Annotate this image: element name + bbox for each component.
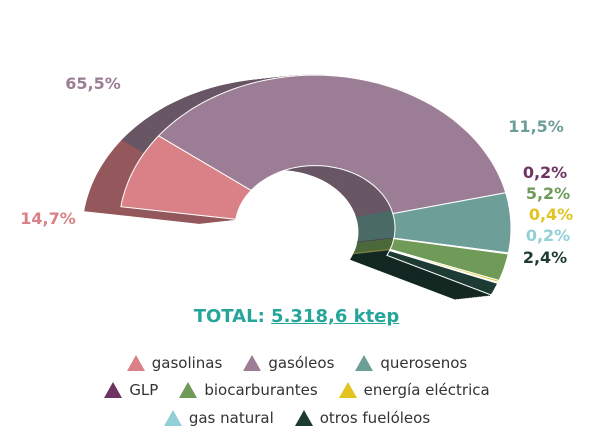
legend-marker-glp-icon bbox=[104, 382, 123, 398]
legend-marker-biocarburantes-icon bbox=[179, 382, 198, 398]
legend-label-biocarburantes: biocarburantes bbox=[204, 381, 318, 399]
total-label: TOTAL: bbox=[193, 306, 265, 327]
legend-marker-energia-electrica-icon bbox=[338, 382, 357, 398]
legend-item-energia-electrica: energía eléctrica bbox=[338, 381, 490, 399]
value-label-energia-electrica: 0,4% bbox=[529, 205, 573, 224]
legend-item-glp: GLP bbox=[103, 381, 158, 399]
legend-item-biocarburantes: biocarburantes bbox=[178, 381, 318, 399]
legend-marker-gasolinas-icon bbox=[126, 355, 145, 371]
value-label-biocarburantes: 5,2% bbox=[526, 184, 570, 203]
legend-row-2: GLP biocarburantes energía eléctrica bbox=[0, 381, 593, 399]
legend-marker-gas-natural-icon bbox=[163, 410, 182, 426]
legend-marker-gasoleos-icon bbox=[243, 355, 262, 371]
legend-label-energia-electrica: energía eléctrica bbox=[363, 381, 490, 399]
legend-label-gas-natural: gas natural bbox=[188, 409, 274, 427]
legend-item-gasolinas: gasolinas bbox=[126, 354, 223, 372]
legend-marker-otros-fueloleos-icon bbox=[294, 410, 313, 426]
value-label-otros-fueloleos: 2,4% bbox=[523, 248, 567, 267]
legend-label-otros-fueloleos: otros fuelóleos bbox=[319, 409, 431, 427]
legend-label-querosenos: querosenos bbox=[380, 354, 468, 372]
slice-otros-fueloleos bbox=[386, 250, 499, 296]
legend-label-gasoleos: gasóleos bbox=[268, 354, 335, 372]
value-label-gasolinas: 14,7% bbox=[20, 209, 76, 228]
legend-item-otros-fueloleos: otros fuelóleos bbox=[294, 409, 430, 427]
legend-row-1: gasolinas gasóleos querosenos bbox=[0, 354, 593, 372]
value-label-gas-natural: 0,2% bbox=[526, 226, 570, 245]
legend-item-gasoleos: gasóleos bbox=[242, 354, 334, 372]
legend-item-gas-natural: gas natural bbox=[163, 409, 274, 427]
legend-item-querosenos: querosenos bbox=[354, 354, 467, 372]
value-label-querosenos: 11,5% bbox=[508, 117, 564, 136]
value-label-glp: 0,2% bbox=[523, 163, 567, 182]
donut-chart: 14,7% 65,5% 11,5% 0,2% 5,2% 0,4% 0,2% 2,4% bbox=[20, 74, 573, 300]
legend-label-gasolinas: gasolinas bbox=[151, 354, 223, 372]
legend-label-glp: GLP bbox=[129, 381, 159, 399]
total-line: TOTAL: 5.318,6 ktep bbox=[0, 306, 593, 327]
legend-row-3: gas natural otros fuelóleos bbox=[0, 409, 593, 427]
value-label-gasoleos: 65,5% bbox=[65, 74, 121, 93]
legend-marker-querosenos-icon bbox=[355, 355, 374, 371]
total-value: 5.318,6 ktep bbox=[271, 306, 400, 327]
